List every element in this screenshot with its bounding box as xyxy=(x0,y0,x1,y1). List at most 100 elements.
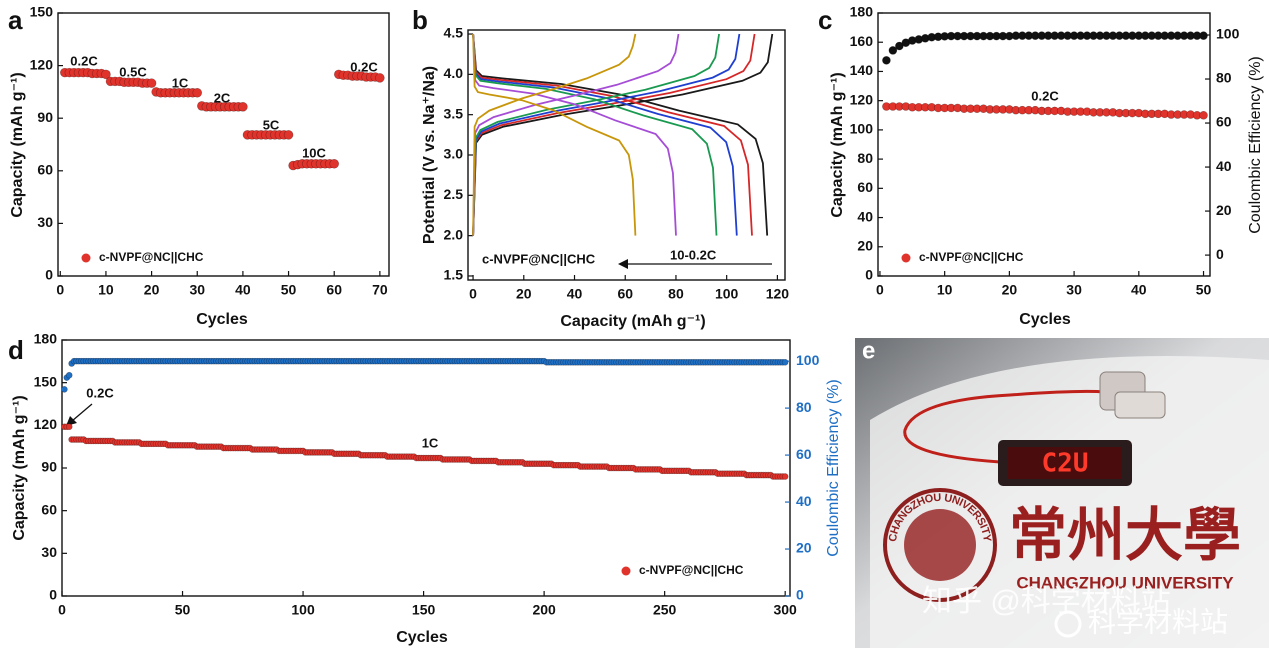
annotation: 0.2C xyxy=(1031,88,1059,103)
plot-frame xyxy=(877,12,1211,277)
y-tick-label: 0 xyxy=(49,587,57,603)
x-tick-label: 80 xyxy=(668,286,684,302)
y-tick-label: 30 xyxy=(41,544,57,560)
annotation: 0.2C xyxy=(70,53,98,68)
led-screen xyxy=(1008,447,1122,479)
y-tick-label: 90 xyxy=(41,459,57,475)
y-tick-label: 60 xyxy=(41,501,57,517)
x-tick-label: 100 xyxy=(291,602,315,618)
x-tick-label: 70 xyxy=(372,282,388,298)
y2-tick-label: 80 xyxy=(796,399,812,415)
y-tick-label: 60 xyxy=(37,162,53,178)
legend-label: c-NVPF@NC||CHC xyxy=(639,563,744,577)
watermark-icon xyxy=(1054,610,1082,638)
curve xyxy=(472,33,756,236)
x-tick-label: 50 xyxy=(1196,282,1212,298)
point xyxy=(375,73,385,83)
logo-text: 常州大學 xyxy=(1009,501,1241,569)
y-tick-label: 3.5 xyxy=(444,105,464,121)
y-tick-label: 180 xyxy=(850,4,874,20)
chart-panel: 0 20 40 60 80 100 120 1.5 2.0 2.5 3.0 3.5 4.0 4.5 Capa… xyxy=(412,5,789,330)
y2-tick-label: 40 xyxy=(1216,158,1232,174)
y-tick-label: 180 xyxy=(34,331,58,347)
annotation: 0.2C xyxy=(350,59,378,74)
y-tick-label: 140 xyxy=(850,62,874,78)
legend-label: c-NVPF@NC||CHC xyxy=(919,250,1024,264)
x-tick-label: 20 xyxy=(516,286,532,302)
annotation: 1C xyxy=(172,75,189,90)
point xyxy=(238,102,248,112)
y-tick-label: 60 xyxy=(857,179,873,195)
y-tick-label: 80 xyxy=(857,150,873,166)
x-tick-label: 100 xyxy=(715,286,739,302)
curve xyxy=(472,33,774,236)
point xyxy=(101,69,111,80)
panel-label: b xyxy=(412,5,428,35)
x-axis-label: Cycles xyxy=(396,629,448,646)
y2-tick-label: 60 xyxy=(796,446,812,462)
y-tick-label: 2.5 xyxy=(444,186,464,202)
x-axis-label: Cycles xyxy=(1019,311,1071,328)
y-tick-label: 4.5 xyxy=(444,25,464,41)
x-tick-label: 40 xyxy=(235,282,251,298)
y-tick-label: 90 xyxy=(37,109,53,125)
annotation: 2C xyxy=(214,90,231,105)
legend-label: c-NVPF@NC||CHC xyxy=(99,250,204,264)
plot-frame xyxy=(467,29,786,281)
point xyxy=(329,158,340,169)
x-axis-label: Cycles xyxy=(196,311,248,328)
point xyxy=(192,87,203,98)
watermark: 知乎 @科学材料站 xyxy=(922,585,1171,618)
point xyxy=(895,41,904,51)
arrow xyxy=(71,403,93,422)
y2-tick-label: 0 xyxy=(1216,246,1224,262)
arrow-head xyxy=(618,259,628,269)
curve xyxy=(472,33,637,236)
x-tick-label: 10 xyxy=(937,282,953,298)
chart-panel: 0 10 20 30 40 50 60 70 0 30 60 90 120 150 Cycles Capaci… xyxy=(8,4,390,328)
paper xyxy=(870,356,1269,648)
y2-tick-label: 40 xyxy=(796,493,812,509)
annotation: 0.5C xyxy=(119,64,147,79)
point xyxy=(283,130,294,140)
photo-panel: C2U CHANGZHOU UNIVERSITY 常州大學 CHANGZHOU … xyxy=(855,337,1269,648)
y-axis-label: Capacity (mAh g⁻¹) xyxy=(829,72,846,217)
point xyxy=(146,78,157,88)
y-axis-label: Capacity (mAh g⁻¹) xyxy=(11,395,28,540)
y-tick-label: 150 xyxy=(30,4,54,20)
point xyxy=(65,423,73,431)
legend-marker xyxy=(621,566,631,576)
x-tick-label: 60 xyxy=(617,286,633,302)
panel-label: a xyxy=(8,5,23,35)
curve xyxy=(472,33,720,236)
x-tick-label: 120 xyxy=(766,286,790,302)
y2-tick-label: 20 xyxy=(1216,202,1232,218)
x-tick-label: 0 xyxy=(56,282,64,298)
annotation: 5C xyxy=(263,117,280,132)
arrow-head xyxy=(66,416,77,426)
panel-label: d xyxy=(8,335,24,365)
curve xyxy=(472,33,680,236)
x-tick-label: 40 xyxy=(1131,282,1147,298)
chart-panel: 0 10 20 30 40 50 0 20 40 60 80 100 120 140 160 180 0 20 40… xyxy=(818,4,1264,329)
curve xyxy=(472,33,718,236)
annotation: 10-0.2C xyxy=(670,247,717,262)
x-axis-label: Capacity (mAh g⁻¹) xyxy=(560,313,705,330)
x-tick-label: 0 xyxy=(469,286,477,302)
y2-axis-label: Coulombic Efficiency (%) xyxy=(1247,56,1264,234)
university-text: CHANGZHOU UNIVERSITY xyxy=(1016,573,1234,592)
curve xyxy=(472,33,677,236)
point xyxy=(882,56,891,65)
curve xyxy=(472,33,741,236)
y-tick-label: 0 xyxy=(865,267,873,283)
x-tick-label: 250 xyxy=(653,602,677,618)
y2-tick-label: 0 xyxy=(796,587,804,603)
y-tick-label: 120 xyxy=(34,416,58,432)
y-tick-label: 150 xyxy=(34,373,58,389)
point xyxy=(888,46,898,55)
point xyxy=(781,473,789,480)
y-tick-label: 40 xyxy=(857,208,873,224)
y-tick-label: 20 xyxy=(857,237,873,253)
y-tick-label: 4.0 xyxy=(444,65,464,81)
chart-panel: 0 50 100 150 200 250 3000306090120150180020406… xyxy=(8,331,842,647)
